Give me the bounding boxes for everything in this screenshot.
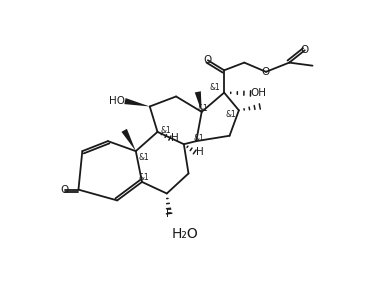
Text: O: O	[262, 67, 270, 77]
Text: HO: HO	[109, 96, 125, 106]
Text: &1: &1	[161, 126, 171, 135]
Text: &1: &1	[209, 83, 220, 92]
Text: &1: &1	[198, 104, 209, 113]
Text: &1: &1	[226, 110, 236, 119]
Text: F: F	[166, 208, 172, 219]
Polygon shape	[124, 98, 150, 107]
Text: &1: &1	[139, 153, 150, 162]
Text: O: O	[301, 45, 309, 55]
Polygon shape	[195, 91, 201, 112]
Text: O: O	[60, 185, 69, 195]
Polygon shape	[122, 129, 136, 151]
Text: &1: &1	[193, 134, 204, 143]
Text: H₂O: H₂O	[171, 227, 198, 241]
Text: OH: OH	[250, 89, 267, 98]
Text: &1: &1	[138, 173, 149, 182]
Text: O: O	[204, 55, 212, 65]
Text: H: H	[196, 147, 204, 157]
Text: H: H	[171, 133, 179, 143]
